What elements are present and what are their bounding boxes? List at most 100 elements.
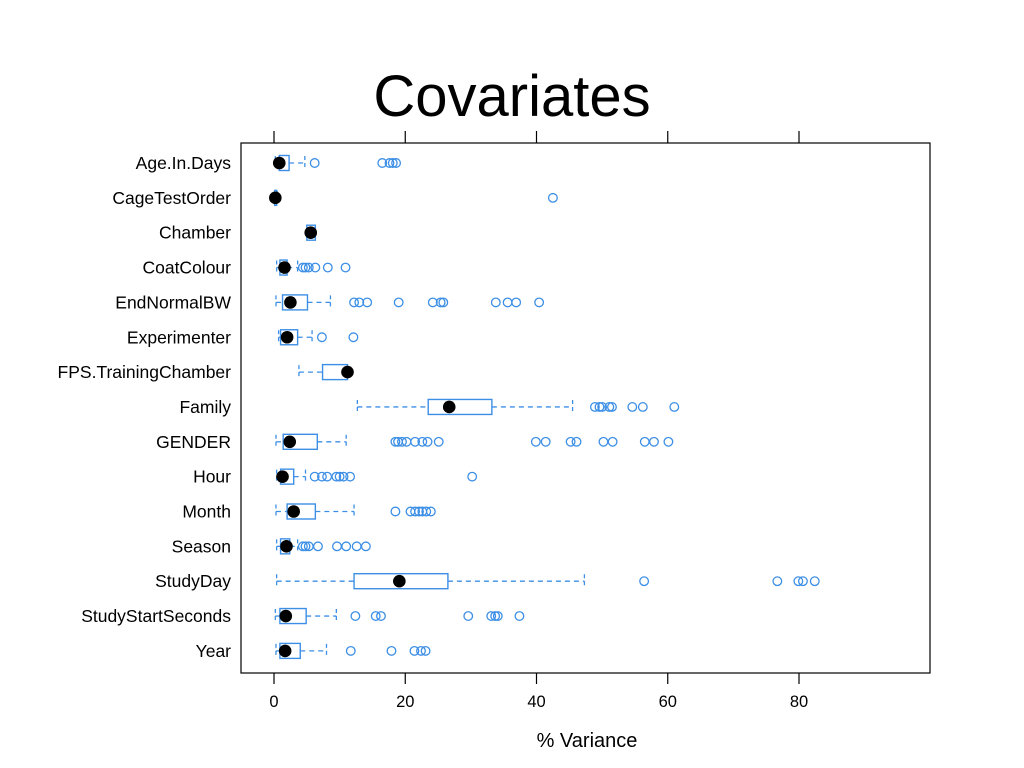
category-label: StudyStartSeconds: [81, 606, 231, 626]
outlier-point: [310, 262, 321, 273]
outlier-point: [313, 541, 323, 552]
outlier-point: [589, 402, 600, 412]
boxplot-row: [275, 573, 820, 590]
boxplot-row: [275, 642, 431, 660]
outlier-point: [300, 262, 311, 273]
outlier-point: [386, 645, 397, 656]
outlier-point: [332, 541, 342, 552]
boxplot-row: [298, 363, 354, 381]
median-point: [278, 261, 291, 274]
x-tick-label: 40: [527, 693, 545, 711]
median-point: [279, 609, 293, 623]
outlier-point: [376, 611, 386, 622]
category-label: Family: [179, 397, 231, 417]
boxplot-row: [275, 503, 436, 520]
outlier-point: [627, 402, 638, 412]
outlier-point: [316, 332, 327, 343]
top-tick-marks: [273, 131, 800, 143]
category-label: CoatColour: [142, 258, 231, 278]
outlier-point: [490, 611, 501, 622]
bottom-axis: 0 20 40 60 80: [269, 673, 808, 711]
boxplot-rows: [269, 154, 820, 660]
outlier-point: [397, 436, 407, 447]
outlier-point: [435, 297, 446, 308]
outlier-point: [486, 611, 497, 622]
boxplot-row: [272, 154, 402, 172]
outlier-point: [331, 471, 342, 482]
outlier-point: [377, 158, 388, 168]
outlier-point: [387, 158, 398, 168]
outlier-point: [547, 192, 558, 203]
outlier-point: [565, 436, 576, 447]
outlier-point: [797, 576, 808, 587]
category-label: Year: [196, 641, 232, 661]
outlier-point: [637, 402, 648, 412]
outlier-point: [300, 541, 311, 552]
boxplot-row: [269, 189, 558, 207]
outlier-point: [511, 297, 522, 308]
iqr-box: [353, 573, 449, 590]
outlier-point: [341, 541, 352, 552]
outlier-point: [639, 436, 650, 447]
outlier-point: [340, 262, 351, 273]
boxplot-row: [275, 433, 674, 450]
outlier-point: [421, 506, 432, 517]
outlier-point: [607, 436, 618, 447]
outlier-point: [420, 645, 431, 656]
median-point: [280, 330, 294, 344]
outlier-point: [598, 436, 609, 447]
outlier-point: [772, 576, 783, 587]
category-label: Month: [182, 502, 231, 522]
outlier-point: [809, 576, 820, 587]
category-label: EndNormalBW: [115, 292, 231, 312]
outlier-point: [348, 332, 359, 343]
outlier-point: [390, 436, 401, 447]
outlier-point: [663, 436, 674, 447]
outlier-point: [350, 611, 361, 622]
x-tick-label: 60: [659, 693, 677, 711]
median-point: [287, 505, 300, 518]
boxplot-row: [356, 398, 680, 416]
outlier-point: [362, 297, 373, 308]
outlier-point: [502, 297, 513, 308]
outlier-point: [669, 402, 680, 412]
outlier-point: [345, 471, 356, 482]
outlier-point: [351, 541, 362, 552]
outlier-point: [433, 436, 444, 447]
outlier-point: [349, 297, 360, 308]
outlier-point: [390, 506, 401, 517]
median-point: [276, 470, 289, 483]
iqr-box: [281, 294, 309, 311]
outlier-point: [309, 471, 320, 482]
outlier-point: [338, 471, 349, 482]
outlier-point: [463, 611, 474, 622]
outlier-point: [607, 402, 617, 412]
iqr-box: [279, 329, 299, 346]
outlier-point: [540, 436, 551, 447]
outlier-point: [425, 506, 436, 517]
outlier-point: [639, 576, 650, 587]
boxplot-row: [304, 224, 318, 241]
x-tick-label: 0: [269, 693, 278, 711]
x-axis-title: % Variance: [537, 730, 638, 752]
category-label: Season: [172, 536, 231, 556]
median-point: [272, 156, 286, 170]
outlier-point: [322, 471, 333, 482]
median-point: [269, 191, 282, 205]
median-point: [442, 400, 456, 414]
outlier-point: [438, 297, 449, 308]
outlier-point: [427, 297, 438, 308]
boxplot-row: [275, 468, 478, 485]
outlier-point: [530, 436, 541, 447]
median-point: [278, 644, 292, 658]
outlier-point: [409, 645, 420, 656]
outlier-point: [360, 541, 371, 552]
outlier-point: [384, 158, 395, 168]
category-label: Experimenter: [127, 327, 231, 347]
median-point: [304, 226, 318, 239]
outlier-point: [416, 645, 426, 656]
outlier-point: [534, 297, 545, 308]
category-label: CageTestOrder: [112, 188, 231, 208]
x-tick-label: 20: [396, 693, 414, 711]
boxplot-row: [277, 329, 359, 346]
